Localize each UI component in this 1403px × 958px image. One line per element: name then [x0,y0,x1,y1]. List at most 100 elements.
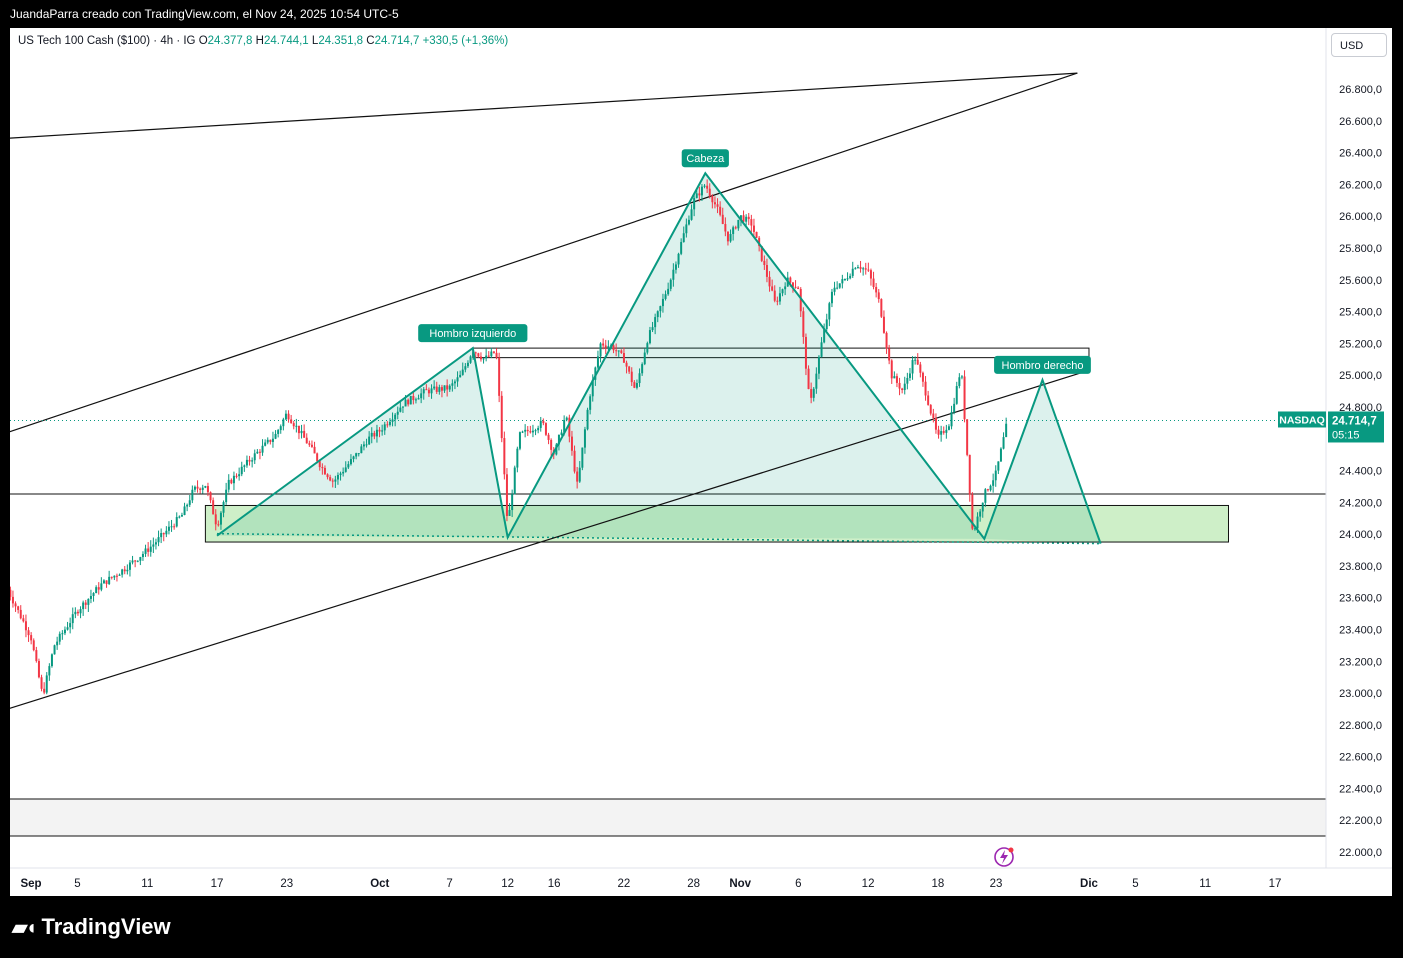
x-tick-label: 23 [280,878,293,890]
candle-body [557,434,560,445]
candle-body [539,420,542,428]
chart-area[interactable]: Hombro izquierdo Cabeza Hombro derecho 22.0… [10,28,1392,896]
candle-body [420,393,423,399]
candle-body [477,353,480,357]
symbol-name[interactable]: US Tech 100 Cash ($100) · 4h · IG [18,35,196,47]
open-label: O [198,35,208,47]
candle-body [940,431,943,435]
candle-body [947,426,950,430]
candle-body [706,185,709,189]
x-tick-label: 12 [862,878,875,890]
head-shoulders-outline [216,171,1102,544]
candle-body [856,267,859,269]
candle-body [958,377,961,387]
candle-body [529,431,532,433]
candle-body [963,376,966,420]
pattern-label-bg [418,324,528,343]
candle-body [992,480,995,486]
bottom-band [10,799,1326,836]
price-chart[interactable]: Hombro izquierdo Cabeza Hombro derecho 22.0… [10,28,1392,896]
candle-body [921,372,924,382]
candle-body [87,598,90,605]
candle-body [802,311,805,337]
candle-body [388,421,391,425]
candle-body [505,474,508,516]
candle-body [737,219,740,229]
candle-body [778,293,781,302]
candle-body [433,386,436,389]
candle-body [394,414,397,420]
candle-body [669,279,672,289]
candle-body [128,562,131,570]
candle-body [214,514,217,525]
candle-body [643,352,646,365]
candle-body [838,283,841,288]
candle-body [45,675,48,693]
candle-body [765,264,768,277]
candle-body [680,242,683,254]
candle-body [425,389,428,391]
symbol-tag-text: NASDAQ [1279,414,1325,426]
candle-body [230,479,233,484]
y-tick-label: 26.200,0 [1339,179,1382,191]
candle-body [84,602,87,605]
chart-caption: JuandaParra creado con TradingView.com, … [10,7,399,21]
candle-body [154,542,157,545]
candle-body [869,270,872,279]
candle-body [994,470,997,481]
candle-body [812,388,815,398]
candle-body [201,487,204,490]
candle-body [56,641,59,646]
x-tick-label: 5 [1132,878,1138,890]
candle-body [157,537,160,543]
candle-body [851,268,854,276]
candle-body [347,464,350,468]
y-tick-label: 23.800,0 [1339,561,1382,573]
candle-body [563,419,566,433]
candle-body [10,589,12,597]
candle-body [100,583,103,590]
candle-body [240,466,243,475]
candle-body [745,216,748,222]
currency-button[interactable]: USD [1331,33,1387,57]
candle-body [1005,423,1008,438]
candle-body [344,467,347,472]
candle-body [734,227,737,229]
candle-body [17,606,20,610]
candle-body [357,453,360,455]
candle-body [407,399,410,405]
candle-body [30,635,33,641]
candle-body [924,381,927,396]
candle-body [271,438,274,442]
candle-body [368,436,371,445]
candle-body [916,359,919,365]
symbol-legend: US Tech 100 Cash ($100) · 4h · IG O24.37… [18,35,508,47]
y-tick-label: 25.000,0 [1339,370,1382,382]
candle-body [773,290,776,301]
candle-body [550,439,553,450]
candle-body [854,268,857,270]
tradingview-logo[interactable]: ⁠▰◖ TradingView [12,914,171,940]
candle-body [526,429,529,432]
candle-body [872,278,875,287]
candle-body [235,475,238,477]
candle-body [97,587,100,590]
candle-body [500,395,503,439]
candle-body [635,383,638,388]
candle-body [877,292,880,300]
candle-body [568,417,571,437]
candle-body [404,399,407,407]
y-tick-label: 23.400,0 [1339,624,1382,636]
candle-body [968,454,971,495]
candle-body [971,494,974,529]
candle-body [102,580,105,584]
x-tick-label: 17 [211,878,224,890]
low-label: L [311,35,319,47]
candle-body [973,528,976,530]
candle-body [656,311,659,318]
candle-body [560,432,563,435]
y-tick-label: 26.800,0 [1339,84,1382,96]
candle-body [518,432,521,449]
lightning-icon[interactable] [994,847,1014,867]
candle-body [862,268,865,270]
